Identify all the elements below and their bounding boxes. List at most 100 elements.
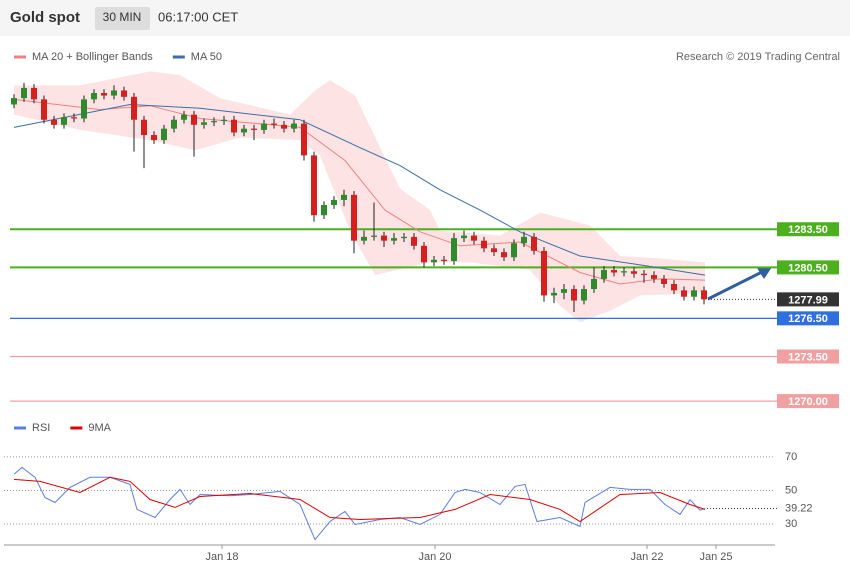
candle-body	[281, 124, 287, 129]
candle-body	[621, 271, 627, 273]
last-price-box	[777, 292, 839, 307]
candle-body	[161, 128, 167, 141]
candle-body	[401, 236, 407, 239]
ma-line	[13, 98, 706, 285]
candle-body	[531, 236, 537, 251]
y-tick-label: 30	[785, 518, 797, 530]
candle-body	[501, 252, 507, 258]
candle-body	[461, 235, 467, 239]
rsi-last-label: 39.22	[785, 502, 813, 514]
candle-body	[591, 278, 597, 290]
legend-label: RSI	[32, 422, 50, 434]
candle-body	[61, 117, 67, 125]
y-tick-label: 70	[785, 451, 797, 463]
level-label: 1273.50	[788, 351, 828, 363]
y-tick-label: 50	[785, 484, 797, 496]
candle-body	[101, 93, 107, 96]
candle-body	[261, 123, 267, 130]
candle-body	[431, 259, 437, 263]
level-label-box	[777, 311, 839, 326]
candle-body	[91, 93, 97, 100]
level-label-box	[777, 260, 839, 275]
candle-body	[601, 269, 607, 279]
candle-body	[41, 99, 47, 120]
candle-body	[351, 194, 357, 241]
candle-body	[661, 278, 667, 284]
candle-body	[191, 114, 197, 125]
x-tick-label: Jan 25	[699, 551, 732, 563]
candle-body	[651, 275, 657, 279]
candle-body	[311, 155, 317, 216]
candle-body	[181, 114, 187, 120]
candle-body	[471, 235, 477, 241]
ma-line	[13, 103, 706, 276]
candle-body	[571, 289, 577, 301]
candle-body	[681, 290, 687, 297]
level-label: 1276.50	[788, 313, 828, 325]
timeframe-box[interactable]	[95, 7, 150, 30]
candle-body	[321, 205, 327, 216]
candle-body	[551, 292, 557, 296]
candle-body	[131, 96, 137, 120]
candle-body	[211, 121, 217, 123]
candle-body	[561, 289, 567, 293]
legend-label: 9MA	[88, 422, 111, 434]
candle-body	[11, 98, 17, 105]
level-label: 1283.50	[788, 224, 828, 236]
candle-body	[231, 119, 237, 133]
candle-body	[151, 135, 157, 141]
candle-body	[241, 128, 247, 133]
candle-body	[491, 248, 497, 253]
candle-body	[221, 119, 227, 122]
candle-body	[691, 290, 697, 297]
candle-body	[141, 119, 147, 136]
candle-body	[111, 90, 117, 96]
level-label: 1280.50	[788, 262, 828, 274]
level-label-box	[777, 222, 839, 237]
candle-body	[581, 289, 587, 301]
trend-arrow-head	[757, 267, 772, 279]
level-label-box	[777, 394, 839, 409]
candle-body	[361, 236, 367, 241]
candle-body	[81, 99, 87, 119]
candle-body	[51, 119, 57, 125]
level-label-box	[777, 349, 839, 364]
candle-body	[641, 273, 647, 276]
candle-body	[441, 259, 447, 262]
candle-body	[201, 122, 207, 125]
x-tick-label: Jan 20	[418, 551, 451, 563]
candle-body	[331, 199, 337, 206]
instrument-title: Gold spot	[10, 9, 80, 26]
timeframe[interactable]: 30 MIN	[103, 10, 142, 24]
rsi-line	[13, 476, 706, 523]
x-tick-label: Jan 22	[630, 551, 663, 563]
source: Research © 2019 Trading Central	[676, 51, 840, 63]
candle-body	[371, 235, 377, 237]
time: 06:17:00 CET	[158, 9, 238, 24]
candle-body	[671, 283, 677, 291]
candle-body	[341, 194, 347, 200]
candle-body	[521, 236, 527, 244]
trend-arrow	[707, 270, 763, 301]
candle-body	[421, 245, 427, 263]
candle-body	[511, 243, 517, 258]
last-price-label: 1277.99	[788, 294, 828, 306]
candle-body	[121, 90, 127, 97]
candle-body	[251, 128, 257, 130]
candle-body	[301, 123, 307, 156]
candle-body	[611, 269, 617, 273]
x-tick-label: Jan 18	[205, 551, 238, 563]
rsi-line	[13, 466, 706, 541]
candle-body	[451, 238, 457, 262]
candle-body	[391, 238, 397, 241]
candle-body	[71, 117, 77, 119]
candle-body	[31, 87, 37, 100]
candle-body	[701, 290, 707, 300]
level-label: 1270.00	[788, 396, 828, 408]
candle-body	[481, 240, 487, 249]
bollinger-band	[14, 71, 705, 323]
candle-body	[291, 123, 297, 129]
legend-label: MA 20 + Bollinger Bands	[32, 51, 153, 63]
